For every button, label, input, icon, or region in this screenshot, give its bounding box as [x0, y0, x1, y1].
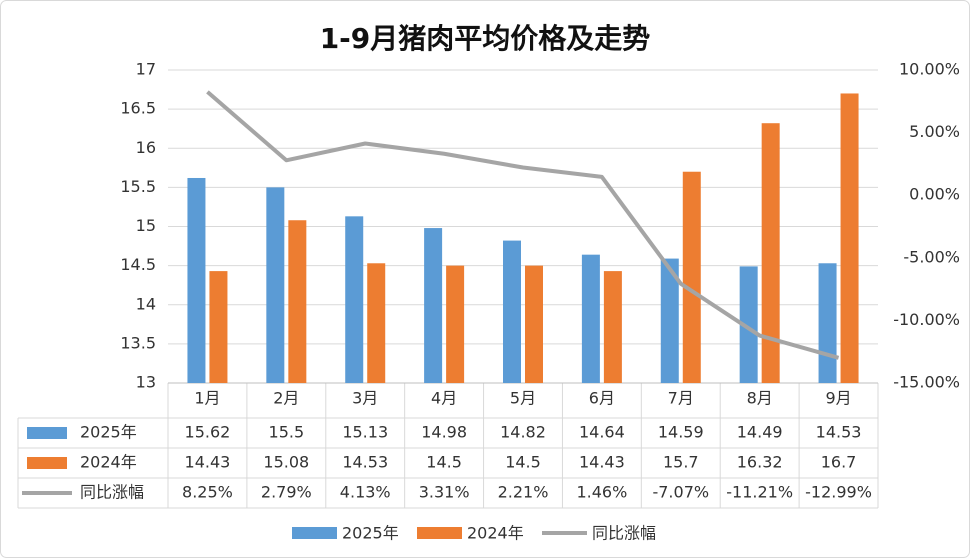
bar: [424, 228, 443, 383]
bar: [266, 187, 285, 383]
bar: [345, 216, 364, 383]
table-cell: 15.7: [663, 453, 699, 472]
table-cell: -7.07%: [652, 483, 709, 502]
y-tick-label: 15.5: [120, 177, 156, 196]
table-cell: 14.53: [342, 453, 388, 472]
y2-tick-label: -5.00%: [903, 247, 960, 266]
y-tick-label: 16: [136, 138, 156, 157]
x-tick-label: 6月: [589, 389, 615, 408]
table-cell: 14.82: [500, 423, 546, 442]
y2-tick-label: -10.00%: [893, 310, 960, 329]
y2-tick-label: 5.00%: [909, 122, 960, 141]
y-tick-label: 16.5: [120, 99, 156, 118]
x-tick-label: 9月: [825, 389, 851, 408]
x-tick-label: 2月: [273, 389, 299, 408]
bar: [446, 265, 465, 383]
table-cell: 16.7: [821, 453, 857, 472]
y-tick-label: 14: [136, 294, 156, 313]
bar: [818, 263, 837, 383]
table-series-name: 同比涨幅: [80, 483, 144, 502]
table-cell: 14.49: [737, 423, 783, 442]
table-cell: 16.32: [737, 453, 783, 472]
line: [206, 90, 840, 360]
table-cell: 14.64: [579, 423, 625, 442]
bar: [581, 254, 600, 383]
table-cell: 14.53: [816, 423, 862, 442]
x-tick-label: 3月: [352, 389, 378, 408]
table-cell: 2.21%: [498, 483, 549, 502]
table-cell: 1.46%: [576, 483, 627, 502]
bar: [525, 265, 543, 383]
legend-label: 2025年: [342, 524, 399, 543]
y2-tick-label: -15.00%: [893, 373, 960, 392]
chart-title: 1-9月猪肉平均价格及走势: [320, 22, 651, 55]
table-cell: 14.5: [505, 453, 541, 472]
x-tick-label: 4月: [431, 389, 457, 408]
y-tick-label: 13.5: [120, 333, 156, 352]
table-cell: 15.13: [342, 423, 388, 442]
table-cell: 4.13%: [340, 483, 391, 502]
x-tick-label: 5月: [510, 389, 536, 408]
y2-tick-label: 10.00%: [899, 60, 960, 79]
table-legend-key: [27, 427, 67, 439]
bar: [761, 123, 780, 384]
bar: [603, 271, 622, 383]
table-cell: -11.21%: [726, 483, 793, 502]
bar: [840, 93, 859, 383]
table-series-name: 2025年: [80, 423, 137, 442]
table-cell: 14.5: [426, 453, 462, 472]
table-cell: 3.31%: [419, 483, 470, 502]
table-cell: 14.43: [185, 453, 231, 472]
legend-key: [417, 527, 462, 539]
table-cell: 14.59: [658, 423, 704, 442]
legend-label: 同比涨幅: [592, 524, 656, 543]
bar: [367, 263, 386, 383]
y-tick-label: 15: [136, 216, 156, 235]
bar: [288, 220, 307, 383]
table-cell: 15.62: [185, 423, 231, 442]
bar: [503, 240, 521, 383]
x-tick-label: 8月: [747, 389, 773, 408]
table-cell: 15.08: [263, 453, 309, 472]
table-cell: -12.99%: [805, 483, 872, 502]
bar: [660, 258, 679, 383]
y-tick-label: 13: [136, 373, 156, 392]
table-legend-key: [27, 457, 67, 469]
table-cell: 14.43: [579, 453, 625, 472]
y2-tick-label: 0.00%: [909, 185, 960, 204]
bar: [682, 171, 701, 383]
bar: [187, 177, 206, 383]
x-tick-label: 1月: [194, 389, 220, 408]
y-tick-label: 17: [136, 60, 156, 79]
table-cell: 14.98: [421, 423, 467, 442]
table-series-name: 2024年: [80, 453, 137, 472]
x-tick-label: 7月: [668, 389, 694, 408]
bar: [209, 271, 228, 383]
legend-label: 2024年: [467, 524, 524, 543]
table-cell: 8.25%: [182, 483, 233, 502]
table-cell: 15.5: [269, 423, 305, 442]
legend-key: [292, 527, 337, 539]
y-tick-label: 14.5: [120, 255, 156, 274]
table-cell: 2.79%: [261, 483, 312, 502]
bar: [739, 266, 758, 383]
